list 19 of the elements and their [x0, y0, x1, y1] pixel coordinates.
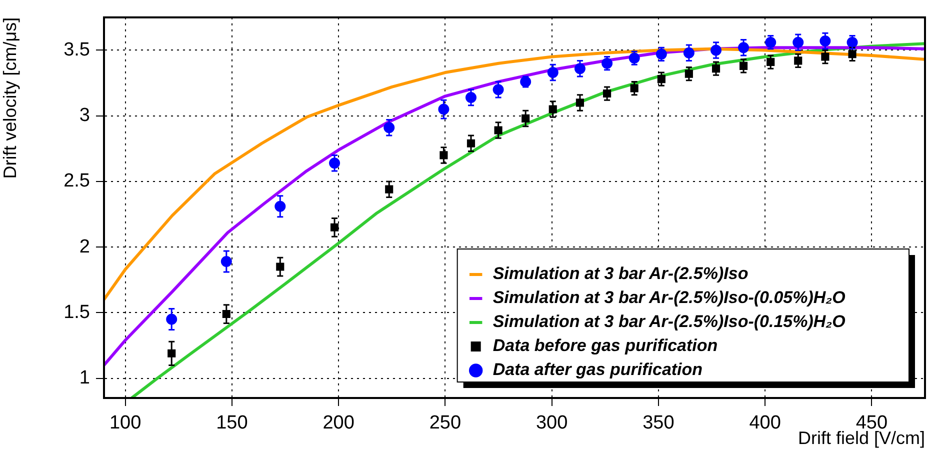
legend-label: Simulation at 3 bar Ar-(2.5%)Iso-(0.15%)H₂O	[492, 312, 846, 332]
y-tick-label: 1	[79, 368, 90, 389]
legend-label: Simulation at 3 bar Ar-(2.5%)Iso	[492, 264, 748, 284]
y-tick-label: 2.5	[64, 170, 90, 192]
x-tick-label: 100	[109, 412, 142, 434]
legend-label: Data after gas purification	[492, 360, 703, 380]
y-tick-label: 3	[79, 105, 90, 126]
y-tick-label: 3.5	[64, 39, 90, 60]
y-tick-label: 1.5	[64, 302, 90, 323]
x-tick-label: 300	[536, 412, 568, 434]
x-tick-label: 350	[642, 412, 674, 434]
y-axis-title: Drift velocity [cm/μs]	[0, 17, 20, 179]
legend-label: Simulation at 3 bar Ar-(2.5%)Iso-(0.05%)H₂O	[492, 288, 846, 308]
x-tick-label: 400	[749, 412, 781, 434]
x-tick-label: 150	[216, 412, 248, 434]
x-tick-label: 200	[322, 412, 354, 434]
x-tick-label: 250	[429, 412, 462, 434]
legend-label: Data before gas purification	[492, 336, 718, 356]
y-tick-label: 2	[79, 236, 90, 258]
